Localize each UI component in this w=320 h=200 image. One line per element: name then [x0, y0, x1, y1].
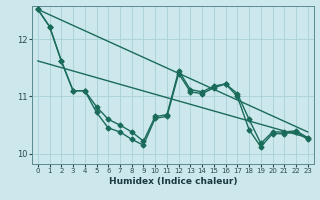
- X-axis label: Humidex (Indice chaleur): Humidex (Indice chaleur): [108, 177, 237, 186]
